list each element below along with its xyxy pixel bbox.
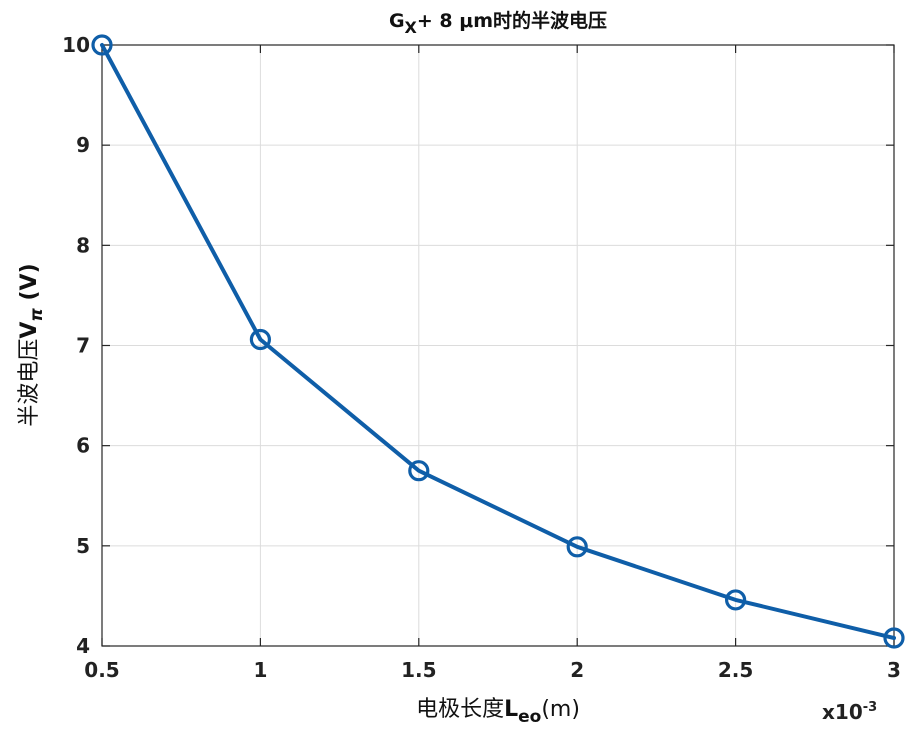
series-layer	[91, 34, 905, 649]
data-point-marker	[249, 328, 271, 351]
data-point-marker	[566, 536, 588, 558]
data-point-marker	[724, 589, 747, 611]
x-tick-labels: 0.5 1 1.5 2 2.5 3	[84, 658, 901, 682]
y-axis-label: 半波电压Vπ (V)	[17, 263, 47, 426]
data-point-marker	[91, 34, 113, 56]
x-tick-label: 1	[253, 658, 267, 682]
data-point-marker	[408, 460, 430, 482]
y-tick-label: 5	[76, 534, 90, 558]
y-tick-label: 8	[76, 233, 90, 257]
y-tick-label: 4	[76, 634, 90, 658]
grid	[101, 44, 895, 647]
x-tick-label: 1.5	[401, 658, 436, 682]
x-axis-label: 电极长度Leo(m)	[416, 697, 580, 727]
chart-title: GX+ 8 μm时的半波电压	[389, 9, 607, 37]
y-tick-label: 9	[76, 133, 90, 157]
x-tick-label: 3	[887, 658, 901, 682]
x-tick-label: 2	[570, 658, 584, 682]
y-tick-label: 6	[76, 434, 90, 458]
y-tick-label: 10	[62, 33, 90, 57]
x-axis-multiplier: x10-3	[822, 700, 877, 724]
data-point-marker	[883, 627, 905, 649]
y-tick-label: 7	[76, 334, 90, 358]
y-tick-labels: 4 5 6 7 8 9 10	[62, 33, 90, 658]
x-tick-label: 2.5	[718, 658, 753, 682]
x-tick-label: 0.5	[84, 658, 119, 682]
series-line	[100, 43, 896, 640]
